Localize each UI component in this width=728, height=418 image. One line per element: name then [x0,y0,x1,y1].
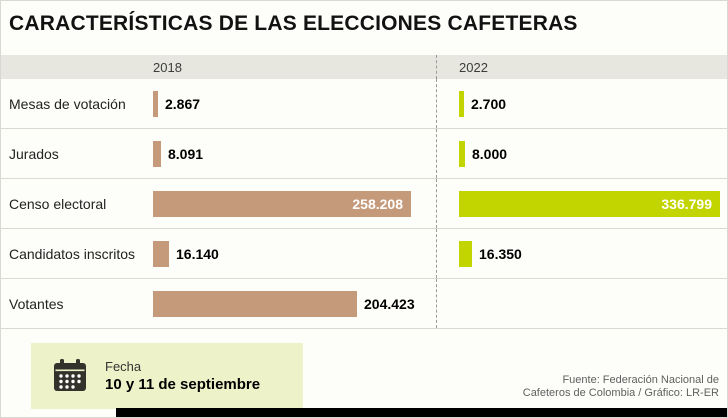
bar-value: 16.140 [176,245,219,262]
table-row: Jurados 8.091 8.000 [1,129,727,179]
bar-value: 16.350 [479,245,522,262]
row-label: Candidatos inscritos [9,245,136,262]
bar-2022 [459,90,464,117]
table-row: Mesas de votación 2.867 2.700 [1,79,727,129]
chart-rows: Mesas de votación 2.867 2.700 Jurados 8.091 8… [1,79,727,329]
year-header-band: 2018 2022 [1,55,727,79]
bar-value: 2.867 [165,95,201,112]
bar-2018 [153,240,169,267]
bar-value: 2.700 [471,95,507,112]
page-title: CARACTERÍSTICAS DE LAS ELECCIONES CAFETE… [9,12,578,35]
year-2018-header: 2018 [153,55,436,79]
source-credit: Fuente: Federación Nacional de Cafeteros… [523,374,719,402]
bar-2018 [153,90,158,117]
bar-2022: 336.799 [459,190,720,217]
year-2018-label: 2018 [153,59,182,75]
calendar-icon [49,355,91,397]
bar-cell-2022: 8.000 [436,129,727,178]
row-label: Censo electoral [9,195,107,212]
bar-cell-2022: 16.350 [436,229,727,278]
table-row: Censo electoral 258.208 336.799 [1,179,727,229]
comparison-chart: 2018 2022 Mesas de votación 2.867 2.700 Jur… [1,55,727,329]
bar-cell-2022 [436,279,727,328]
bar-2022 [459,240,472,267]
bottom-bar [116,408,727,417]
bar-value: 8.091 [168,145,204,162]
bar-2022 [459,140,465,167]
bar-value: 8.000 [472,145,508,162]
bar-value: 204.423 [364,295,415,312]
row-label: Jurados [9,145,59,162]
fecha-box: Fecha 10 y 11 de septiembre [31,343,303,409]
row-label: Mesas de votación [9,95,126,112]
bar-value: 258.208 [352,195,403,212]
year-2022-label: 2022 [459,59,488,75]
year-2022-header: 2022 [436,55,727,79]
table-row: Candidatos inscritos 16.140 16.350 [1,229,727,279]
bar-cell-2018: 8.091 [153,129,436,178]
bar-cell-2018: 258.208 [153,179,436,228]
bar-cell-2018: 204.423 [153,279,436,328]
bar-cell-2018: 2.867 [153,79,436,128]
fecha-text: Fecha 10 y 11 de septiembre [105,359,260,393]
table-row: Votantes 204.423 [1,279,727,329]
bar-2018 [153,140,161,167]
source-line-1: Fuente: Federación Nacional de [562,373,719,386]
row-label: Votantes [9,295,64,312]
bar-cell-2018: 16.140 [153,229,436,278]
bar-cell-2022: 336.799 [436,179,727,228]
fecha-label: Fecha [105,359,142,374]
bar-2018 [153,290,357,317]
bar-value: 336.799 [661,195,712,212]
fecha-value: 10 y 11 de septiembre [105,376,261,393]
bar-cell-2022: 2.700 [436,79,727,128]
source-line-2: Cafeteros de Colombia / Gráfico: LR-ER [522,387,719,400]
bar-2018: 258.208 [153,190,411,217]
